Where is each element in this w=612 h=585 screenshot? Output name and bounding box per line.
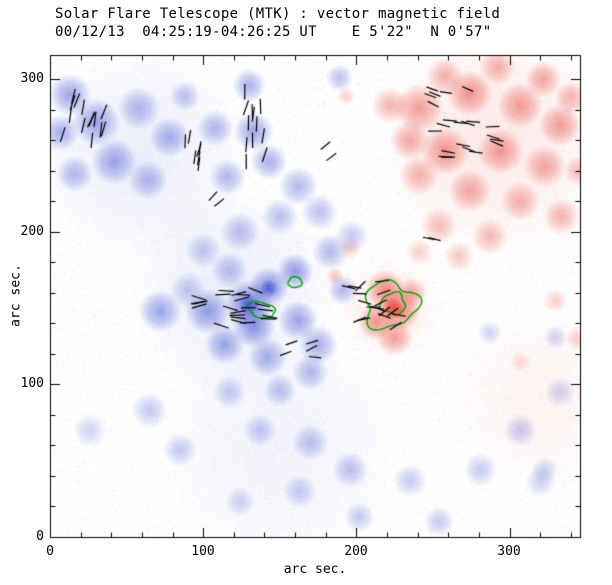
x-tick-label-0: 0 <box>46 544 54 559</box>
plot-subtitle: 00/12/13 04:25:19-04:26:25 UT E 5'22" N … <box>55 24 492 40</box>
x-tick-label-3: 300 <box>497 544 521 559</box>
y-tick-label-3: 300 <box>20 71 44 86</box>
x-axis-label: arc sec. <box>283 562 347 577</box>
y-tick-label-2: 200 <box>20 224 44 239</box>
y-tick-label-0: 0 <box>36 529 44 544</box>
plot-title: Solar Flare Telescope (MTK) : vector mag… <box>55 6 501 22</box>
x-tick-label-1: 100 <box>191 544 215 559</box>
y-tick-label-1: 100 <box>20 376 44 391</box>
x-tick-label-2: 200 <box>344 544 368 559</box>
y-axis-label: arc sec. <box>8 264 24 327</box>
